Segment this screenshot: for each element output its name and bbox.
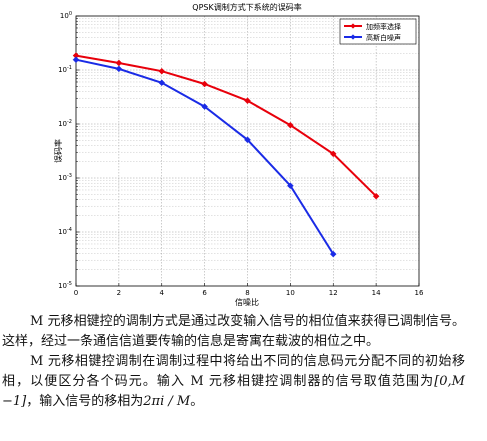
data-point-series-2	[244, 136, 251, 144]
x-tick-label: 12	[329, 289, 338, 297]
data-point-series-2	[115, 65, 123, 73]
grid-lines	[76, 16, 419, 286]
chart-figure: 0 2 4 6 8 10 12 14 16 100 10-1 10-2 10-3 10-4 10-5 QPS…	[53, 2, 424, 307]
y-tick-label: 10-5	[58, 281, 72, 290]
data-point-series-1	[372, 192, 380, 200]
paragraph-2-text-b: ，输入信号的移相为	[26, 394, 144, 409]
data-point-series-2	[287, 182, 294, 190]
y-tick-label: 10-1	[58, 65, 72, 74]
x-tick-label: 4	[160, 289, 165, 297]
data-point-series-2	[158, 79, 166, 87]
chart-title: QPSK调制方式下系统的误码率	[192, 2, 301, 12]
paragraph-1: M 元移相键控的调制方式是通过改变输入信号的相位值来获得已调制信号。这样，经过一…	[0, 312, 487, 352]
x-axis-label: 信噪比	[235, 297, 259, 307]
data-point-series-2	[72, 56, 80, 64]
x-tick-label: 16	[415, 289, 424, 297]
data-point-series-1	[115, 59, 123, 67]
body-text: M 元移相键控的调制方式是通过改变输入信号的相位值来获得已调制信号。这样，经过一…	[0, 312, 487, 441]
y-tick-label: 100	[60, 11, 72, 20]
y-tick-label: 10-2	[58, 119, 72, 128]
paragraph-2-end: 。	[190, 394, 204, 409]
data-point-series-1	[244, 97, 251, 105]
paragraph-2-text-a: M 元移相键控调制在调制过程中将给出不同的信息码元分配不同的初始移相，以便区分各…	[2, 354, 465, 389]
x-tick-label: 0	[74, 289, 78, 297]
ber-chart: 0 2 4 6 8 10 12 14 16 100 10-1 10-2 10-3 10-4 10-5 QPS…	[53, 2, 424, 307]
paragraph-2: M 元移相键控调制在调制过程中将给出不同的信息码元分配不同的初始移相，以便区分各…	[0, 352, 487, 412]
y-tick-label: 10-3	[58, 173, 72, 182]
axis-ticks: 0 2 4 6 8 10 12 14 16 100 10-1 10-2 10-3 10-4 10-5	[58, 11, 424, 297]
y-axis-label: 误码率	[53, 139, 63, 163]
x-tick-label: 6	[202, 289, 207, 297]
paragraph-1-text: M 元移相键控的调制方式是通过改变输入信号的相位值来获得已调制信号。这样，经过一…	[2, 314, 465, 349]
y-tick-label: 10-4	[58, 227, 72, 236]
legend-box	[339, 18, 417, 45]
data-point-series-1	[329, 150, 337, 158]
data-point-series-1	[201, 80, 208, 88]
data-point-series-1	[158, 67, 166, 75]
data-point-series-2	[201, 103, 208, 110]
series-layer	[72, 52, 380, 258]
legend-label-1: 加频率选择	[366, 22, 401, 31]
x-tick-label: 14	[372, 289, 381, 297]
legend-label-2: 高斯白噪声	[366, 33, 401, 42]
series-line-1	[75, 54, 377, 197]
phase-shift-formula: 2πi / M	[143, 394, 191, 409]
data-point-series-1	[287, 121, 294, 129]
x-tick-label: 2	[117, 289, 121, 297]
x-tick-label: 10	[286, 289, 295, 297]
data-point-series-2	[329, 250, 337, 258]
signal-range-formula: [0,M −1]	[2, 374, 465, 409]
x-tick-label: 8	[245, 289, 249, 297]
legend-marker-1	[350, 23, 356, 29]
legend-marker-2	[350, 34, 356, 40]
